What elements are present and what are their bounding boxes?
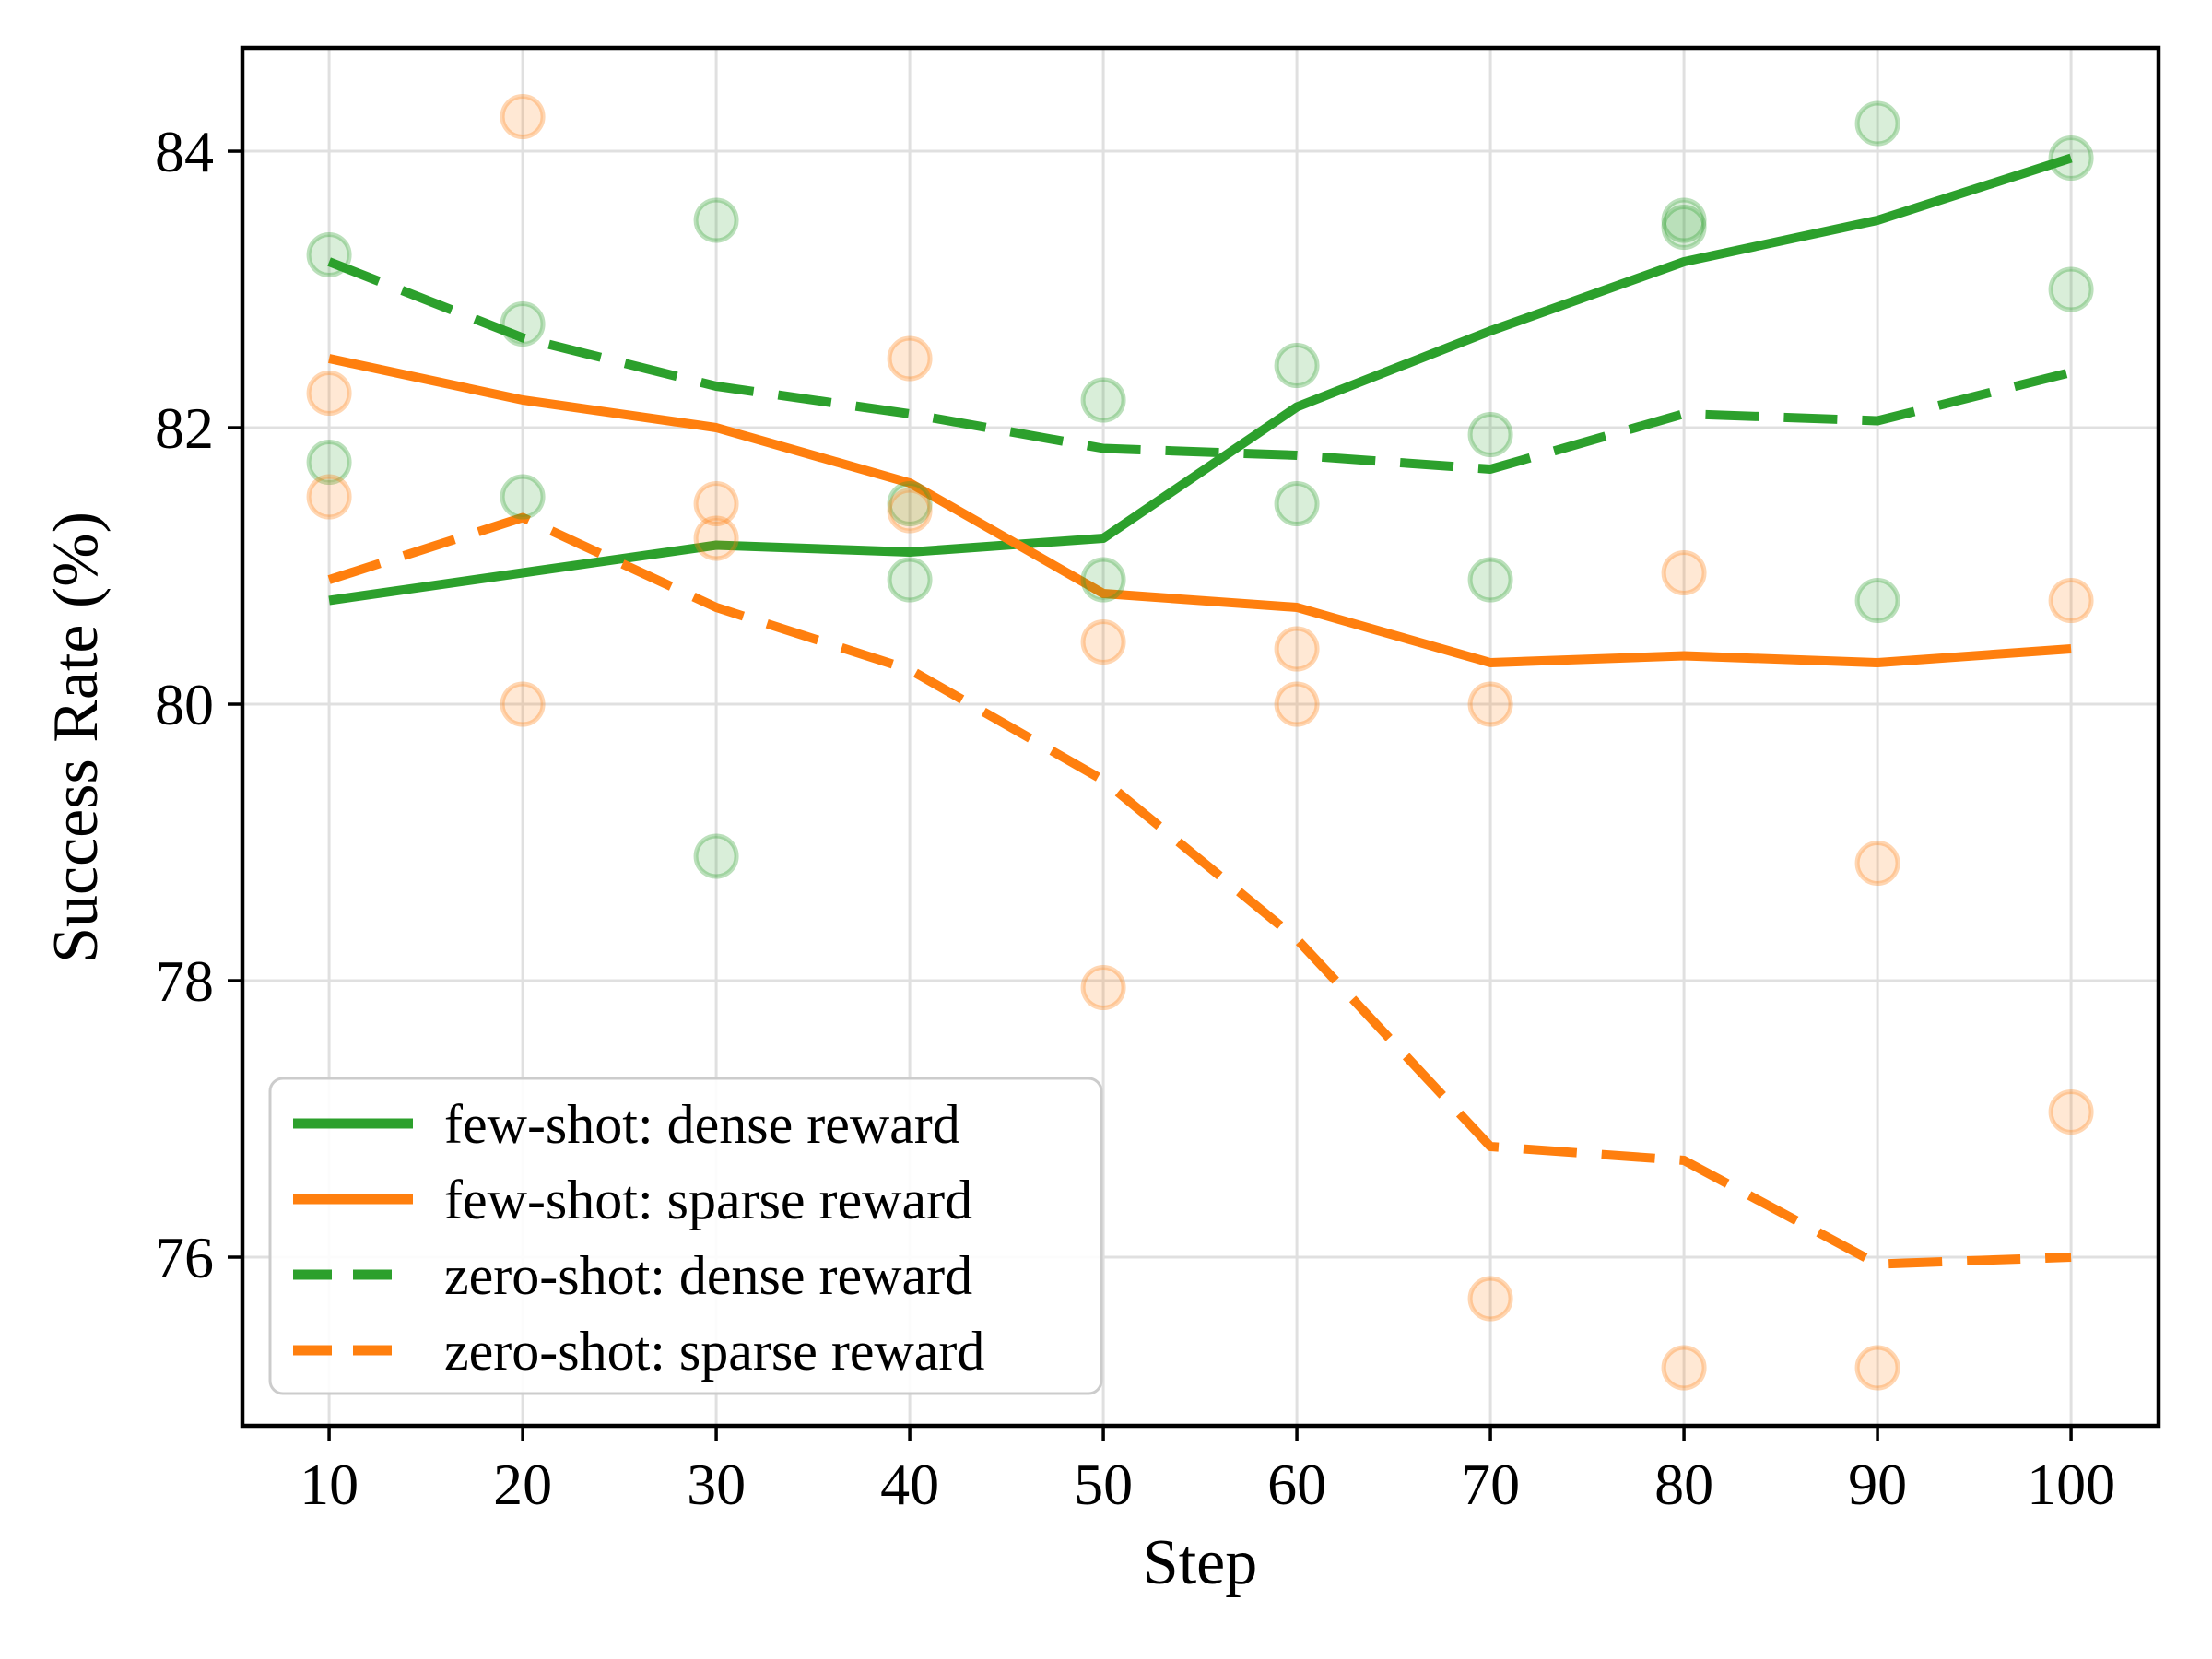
scatter-point-raw-points-orange-50 xyxy=(1080,965,1126,1011)
scatter-point-raw-points-orange-80 xyxy=(1661,550,1707,596)
scatter-point-raw-points-green-60 xyxy=(1274,481,1320,527)
scatter-point-raw-points-green-20 xyxy=(500,474,546,520)
x-axis-title: Step xyxy=(1143,1527,1257,1598)
x-tick-label-50: 50 xyxy=(1074,1452,1133,1517)
scatter-point-raw-points-orange-90 xyxy=(1854,1345,1900,1391)
scatter-point-raw-points-orange-60 xyxy=(1274,626,1320,672)
legend-item-zero-shot-dense-reward: zero-shot: dense reward xyxy=(293,1245,972,1306)
scatter-point-raw-points-orange-70 xyxy=(1467,1276,1513,1322)
scatter-point-raw-points-orange-10 xyxy=(306,371,352,417)
scatter-point-raw-points-green-80 xyxy=(1661,197,1707,243)
legend: few-shot: dense reward few-shot: sparse r… xyxy=(268,1077,1103,1395)
scatter-point-raw-points-orange-50 xyxy=(1080,619,1126,665)
scatter-point-raw-points-green-50 xyxy=(1080,557,1126,603)
legend-box xyxy=(268,1077,1103,1395)
scatter-point-raw-points-green-60 xyxy=(1274,343,1320,389)
x-tick-label-60: 60 xyxy=(1267,1452,1326,1517)
scatter-point-raw-points-green-50 xyxy=(1080,377,1126,423)
scatter-point-raw-points-orange-100 xyxy=(2048,578,2094,624)
scatter-point-raw-points-orange-60 xyxy=(1274,681,1320,727)
legend-label-few-shot-dense-reward: few-shot: dense reward xyxy=(444,1094,960,1155)
scatter-point-raw-points-green-100 xyxy=(2048,135,2094,182)
x-tick-label-30: 30 xyxy=(687,1452,746,1517)
scatter-point-raw-points-orange-40 xyxy=(887,335,933,382)
scatter-point-raw-points-green-40 xyxy=(887,481,933,527)
x-tick-label-70: 70 xyxy=(1461,1452,1520,1517)
legend-label-zero-shot-sparse-reward: zero-shot: sparse reward xyxy=(444,1321,984,1382)
scatter-point-raw-points-green-30 xyxy=(693,833,739,879)
scatter-point-raw-points-orange-30 xyxy=(693,481,739,527)
tick-labels: 10 20 30 40 50 60 70 80 90 100 76 78 80 82 84 xyxy=(155,119,2115,1517)
x-tick-label-20: 20 xyxy=(493,1452,552,1517)
legend-item-few-shot-sparse-reward: few-shot: sparse reward xyxy=(293,1170,972,1230)
scatter-point-raw-points-green-90 xyxy=(1854,578,1900,624)
scatter-point-raw-points-orange-100 xyxy=(2048,1089,2094,1135)
scatter-point-raw-points-orange-70 xyxy=(1467,681,1513,727)
scatter-point-raw-points-orange-20 xyxy=(500,94,546,140)
scatter-point-raw-points-green-100 xyxy=(2048,266,2094,312)
scatter-point-raw-points-green-90 xyxy=(1854,100,1900,147)
scatter-point-raw-points-green-70 xyxy=(1467,557,1513,603)
axis-ticks xyxy=(228,149,2073,1441)
legend-label-few-shot-sparse-reward: few-shot: sparse reward xyxy=(444,1170,972,1230)
y-tick-label-76: 76 xyxy=(155,1225,214,1290)
x-tick-label-10: 10 xyxy=(300,1452,359,1517)
legend-item-zero-shot-sparse-reward: zero-shot: sparse reward xyxy=(293,1321,984,1382)
scatter-point-raw-points-green-30 xyxy=(693,197,739,243)
x-tick-label-90: 90 xyxy=(1848,1452,1907,1517)
y-tick-label-82: 82 xyxy=(155,395,214,461)
scatter-point-raw-points-orange-80 xyxy=(1661,1345,1707,1391)
scatter-point-raw-points-green-80 xyxy=(1661,205,1707,251)
legend-item-few-shot-dense-reward: few-shot: dense reward xyxy=(293,1094,960,1155)
scatter-point-raw-points-orange-10 xyxy=(306,474,352,520)
x-tick-label-80: 80 xyxy=(1654,1452,1713,1517)
legend-label-zero-shot-dense-reward: zero-shot: dense reward xyxy=(444,1245,972,1306)
line-zero-shot-dense-reward xyxy=(327,257,2073,474)
scatter-point-raw-points-orange-90 xyxy=(1854,841,1900,887)
y-tick-label-84: 84 xyxy=(155,119,214,184)
line-few-shot-dense-reward xyxy=(328,153,2073,606)
x-tick-label-100: 100 xyxy=(2027,1452,2115,1517)
scatter-point-raw-points-green-10 xyxy=(306,440,352,486)
scatter-point-raw-points-orange-20 xyxy=(500,681,546,727)
y-tick-label-80: 80 xyxy=(155,672,214,737)
scatter-point-raw-points-green-20 xyxy=(500,301,546,347)
scatter-point-raw-points-green-70 xyxy=(1467,412,1513,458)
y-tick-label-78: 78 xyxy=(155,948,214,1014)
scatter-point-raw-points-green-40 xyxy=(887,557,933,603)
series-lines xyxy=(327,153,2073,1269)
scatter-point-raw-points-green-10 xyxy=(306,232,352,278)
raw-points-green xyxy=(306,100,2094,879)
x-tick-label-40: 40 xyxy=(880,1452,939,1517)
scatter-point-raw-points-orange-30 xyxy=(693,515,739,561)
line-few-shot-sparse-reward xyxy=(328,354,2072,667)
line-zero-shot-sparse-reward xyxy=(327,512,2072,1269)
y-axis-title: Success Rate (%) xyxy=(41,512,112,963)
plot-border xyxy=(240,45,2161,1429)
scatter-points xyxy=(306,94,2094,1391)
raw-points-orange xyxy=(306,94,2094,1391)
scatter-point-raw-points-orange-40 xyxy=(887,488,933,534)
